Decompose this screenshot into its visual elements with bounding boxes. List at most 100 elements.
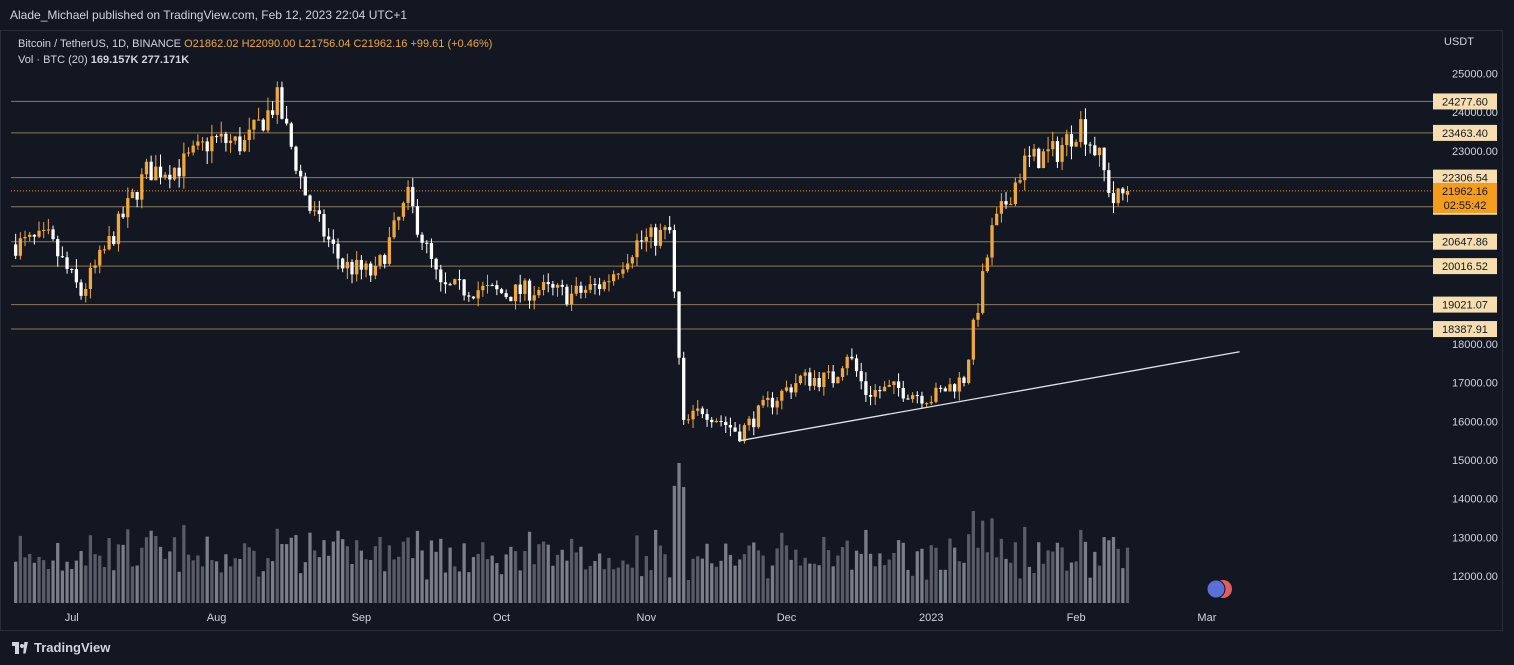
volume-bar <box>957 561 961 603</box>
candle-body <box>789 387 793 393</box>
volume-bar <box>1032 573 1036 603</box>
volume-bar <box>626 564 630 603</box>
volume-bar <box>261 571 265 603</box>
candle-body <box>924 403 929 405</box>
candle-body <box>462 279 466 296</box>
legend-volume-value: 169.157K <box>90 54 139 66</box>
legend-symbol[interactable]: Bitcoin / TetherUS, 1D, BINANCE <box>18 38 182 50</box>
candle-body <box>817 378 821 388</box>
volume-bar <box>854 550 859 603</box>
volume-bar <box>906 569 910 603</box>
chart-frame[interactable]: USDT 25000.00 24000.00 23000.00 18000.00 1700… <box>0 30 1503 631</box>
volume-bar <box>803 557 807 603</box>
volume-bar <box>672 485 676 603</box>
candle-body <box>485 285 490 287</box>
candle-body <box>583 289 588 293</box>
tradingview-logo-icon <box>12 641 28 654</box>
candle-body <box>934 387 938 402</box>
candle-body <box>1116 188 1120 204</box>
candle-body <box>121 213 125 218</box>
volume-bar <box>434 551 438 603</box>
volume-bar <box>1060 547 1064 603</box>
candle-body <box>808 372 812 386</box>
volume-bar <box>331 541 335 603</box>
candle-body <box>420 234 424 243</box>
candle-body <box>812 378 817 386</box>
y-tick-label: 25000.00 <box>1452 69 1498 81</box>
candle-body <box>686 419 691 421</box>
candle-body <box>331 239 335 244</box>
volume-bar <box>686 580 691 603</box>
volume-bar <box>42 560 46 603</box>
candle-body <box>1018 180 1022 183</box>
candle-body <box>752 418 756 428</box>
volume-bar <box>700 558 705 603</box>
candle-body <box>1107 170 1111 193</box>
candle-body <box>28 234 32 237</box>
candle-body <box>1111 192 1116 204</box>
candle-body <box>714 420 719 423</box>
candle-body <box>607 281 611 283</box>
tradingview-logo[interactable]: TradingView <box>12 640 110 655</box>
volume-bar <box>401 541 406 603</box>
volume-bar <box>1116 548 1120 603</box>
candle-body <box>953 384 957 392</box>
price-chart[interactable]: USDT 25000.00 24000.00 23000.00 18000.00 1700… <box>1 31 1504 632</box>
candle-body <box>854 358 859 372</box>
volume-bar <box>504 554 508 603</box>
volume-bar <box>1088 577 1092 603</box>
volume-bar <box>976 547 980 603</box>
x-tick-label: Aug <box>207 612 227 624</box>
volume-bar <box>429 540 434 603</box>
candle-body <box>892 381 896 386</box>
volume-bar <box>541 541 546 603</box>
candle-body <box>733 427 737 432</box>
volume-bar <box>88 535 93 603</box>
volume-bar <box>65 561 69 603</box>
candle-body <box>317 210 321 215</box>
candle-body <box>784 387 789 391</box>
events-marker-icon <box>1206 579 1226 599</box>
candle-body <box>364 263 368 270</box>
candle-body <box>611 274 616 282</box>
volume-bar <box>135 565 139 603</box>
legend-volume-row: Vol · BTC (20) 169.157K 277.171K <box>18 52 492 68</box>
candle-body <box>270 110 275 115</box>
candle-body <box>705 414 709 420</box>
volume-bar <box>186 554 191 603</box>
candle-body <box>56 239 60 257</box>
candle-body <box>224 133 228 143</box>
volume-bar <box>621 560 625 603</box>
volume-bar <box>158 546 163 603</box>
candle-body <box>1055 141 1060 162</box>
candle-body <box>322 214 326 237</box>
candle-body <box>541 282 546 291</box>
candle-body <box>976 312 980 320</box>
candle-body <box>626 263 630 270</box>
legend-volume-label[interactable]: Vol · BTC (20) <box>18 54 88 66</box>
candle-body <box>98 249 102 266</box>
candle-body <box>677 291 681 358</box>
volume-bar <box>887 559 891 603</box>
volume-bar <box>1037 542 1041 603</box>
volume-bar <box>766 578 770 603</box>
candle-body <box>836 377 840 384</box>
volume-bar <box>1093 551 1097 603</box>
candle-body <box>1060 145 1064 162</box>
volume-bar <box>233 558 237 603</box>
volume-bar <box>663 554 667 603</box>
volume-bar <box>51 560 55 603</box>
candle-body <box>929 401 933 404</box>
volume-bar <box>270 561 275 603</box>
volume-bar <box>654 529 658 603</box>
volume-bar <box>915 551 919 603</box>
candle-body <box>299 170 303 177</box>
volume-bar <box>583 569 588 603</box>
candle-body <box>350 261 354 275</box>
volume-bar <box>14 561 18 603</box>
candle-body <box>710 419 714 423</box>
candle-body <box>327 236 331 240</box>
volume-bar <box>1013 542 1018 603</box>
volume-bar <box>682 487 686 603</box>
volume-bar <box>140 547 144 603</box>
